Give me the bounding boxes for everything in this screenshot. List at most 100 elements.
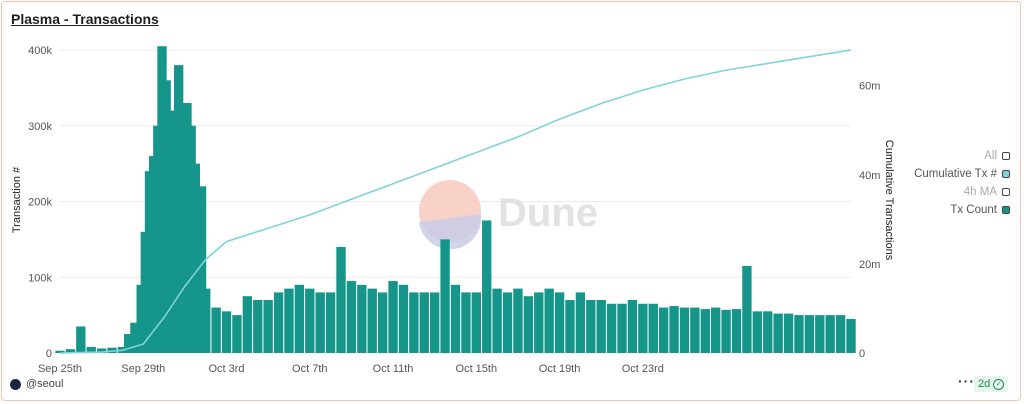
author-tag[interactable]: @seoul — [10, 378, 63, 390]
y-axis-title: Transaction # — [11, 166, 23, 233]
tx-count-bar — [617, 303, 627, 353]
legend-item[interactable]: Cumulative Tx # — [914, 168, 1010, 180]
tx-count-bar — [815, 315, 825, 353]
tx-count-bar — [846, 318, 856, 353]
x-tick-label: Oct 19th — [539, 363, 581, 375]
legend-swatch — [1002, 188, 1010, 196]
tx-count-bar — [440, 239, 450, 353]
legend-label: All — [984, 150, 997, 162]
tx-count-bar — [565, 299, 575, 353]
tx-count-bar — [461, 292, 471, 353]
tx-count-bar — [377, 292, 388, 353]
tx-count-bars — [55, 46, 856, 354]
refresh-badge-label: 2d — [978, 378, 991, 390]
x-tick-label: Sep 29th — [121, 363, 165, 375]
y-tick-label: 300k — [28, 121, 52, 133]
tx-count-bar — [450, 284, 461, 353]
refresh-badge[interactable]: 2d ✓ — [974, 376, 1009, 392]
y2-tick-label: 20m — [859, 259, 880, 271]
tx-count-bar — [763, 311, 773, 353]
tx-count-bar — [523, 296, 534, 353]
y2-axis-ticks: 0 20m 40m 60m — [859, 81, 880, 360]
tx-count-bar — [752, 311, 763, 353]
tx-count-bar — [690, 307, 700, 353]
tx-count-bar — [211, 307, 221, 353]
legend-item[interactable]: All — [984, 150, 1010, 162]
tx-count-bar — [388, 281, 398, 353]
x-tick-label: Oct 7th — [292, 363, 327, 375]
check-icon: ✓ — [993, 378, 1005, 390]
tx-count-bar — [124, 334, 134, 353]
x-tick-label: Oct 3rd — [208, 363, 244, 375]
cumulative-line — [59, 49, 852, 354]
tx-count-bar — [107, 347, 117, 353]
tx-count-bar — [315, 292, 325, 353]
tx-count-bar — [273, 292, 284, 353]
tx-count-bar — [86, 346, 96, 353]
tx-count-bar — [96, 348, 107, 353]
tx-count-bar — [357, 284, 367, 353]
legend-swatch — [1002, 152, 1010, 160]
x-tick-label: Sep 25th — [38, 363, 82, 375]
tx-count-bar — [284, 288, 294, 353]
legend-item[interactable]: Tx Count — [950, 204, 1010, 216]
y-tick-label: 200k — [28, 197, 52, 209]
y-tick-label: 400k — [28, 45, 52, 57]
tx-count-bar — [471, 292, 481, 353]
y2-tick-label: 60m — [859, 81, 880, 93]
y-tick-label: 100k — [28, 272, 52, 284]
tx-count-bar — [294, 284, 305, 353]
tx-count-bar — [658, 307, 669, 353]
tx-count-bar — [502, 292, 513, 353]
tx-count-bar — [534, 292, 544, 353]
tx-count-bar — [196, 186, 207, 353]
tx-count-bar — [482, 220, 492, 353]
more-options-icon[interactable]: ··· — [958, 373, 975, 389]
legend-label: Cumulative Tx # — [914, 168, 997, 180]
tx-count-bar — [409, 292, 419, 353]
tx-count-bar — [130, 322, 140, 353]
tx-count-bar — [835, 315, 846, 353]
tx-count-bar — [263, 299, 273, 353]
tx-count-bar — [773, 313, 783, 353]
chart-title[interactable]: Plasma - Transactions — [11, 11, 159, 27]
tx-count-bar — [825, 315, 835, 353]
x-axis-ticks: Sep 25th Sep 29th Oct 3rd Oct 7th Oct 11th Oc… — [38, 363, 664, 375]
tx-count-bar — [575, 292, 586, 353]
tx-count-bar — [253, 299, 263, 353]
tx-count-bar — [679, 307, 690, 353]
tx-count-bar — [596, 299, 606, 353]
tx-count-bar — [190, 163, 200, 353]
tx-count-bar — [65, 349, 76, 353]
legend-item[interactable]: 4h MA — [964, 186, 1010, 198]
y-tick-label: 0 — [46, 348, 52, 360]
legend-swatch — [1002, 170, 1010, 178]
tx-count-bar — [398, 284, 409, 353]
y2-tick-label: 0 — [859, 348, 865, 360]
tx-count-bar — [711, 307, 721, 353]
x-tick-label: Oct 11th — [373, 363, 414, 375]
tx-count-bar — [221, 311, 232, 353]
x-tick-label: Oct 15th — [456, 363, 498, 375]
watermark-text: Dune — [498, 191, 598, 235]
tx-count-bar — [648, 303, 658, 353]
tx-count-bar — [586, 299, 596, 353]
tx-count-bar — [804, 315, 815, 353]
tx-count-bar — [742, 265, 752, 353]
y2-tick-label: 40m — [859, 170, 880, 182]
tx-count-bar — [201, 288, 211, 353]
tx-count-bar — [242, 296, 253, 353]
tx-count-bar — [544, 288, 554, 353]
tx-count-bar — [305, 288, 315, 353]
tx-count-bar — [794, 315, 804, 353]
y-axis-ticks: 0 100k 200k 300k 400k — [28, 45, 52, 360]
tx-count-bar — [492, 288, 502, 353]
y2-axis-title: Cumulative Transactions — [883, 140, 895, 261]
avatar — [10, 378, 21, 390]
legend-swatch — [1002, 206, 1010, 214]
legend-label: 4h MA — [963, 186, 997, 198]
tx-count-bar — [627, 299, 638, 353]
tx-count-bar — [700, 309, 710, 353]
legend-label: Tx Count — [950, 204, 997, 216]
